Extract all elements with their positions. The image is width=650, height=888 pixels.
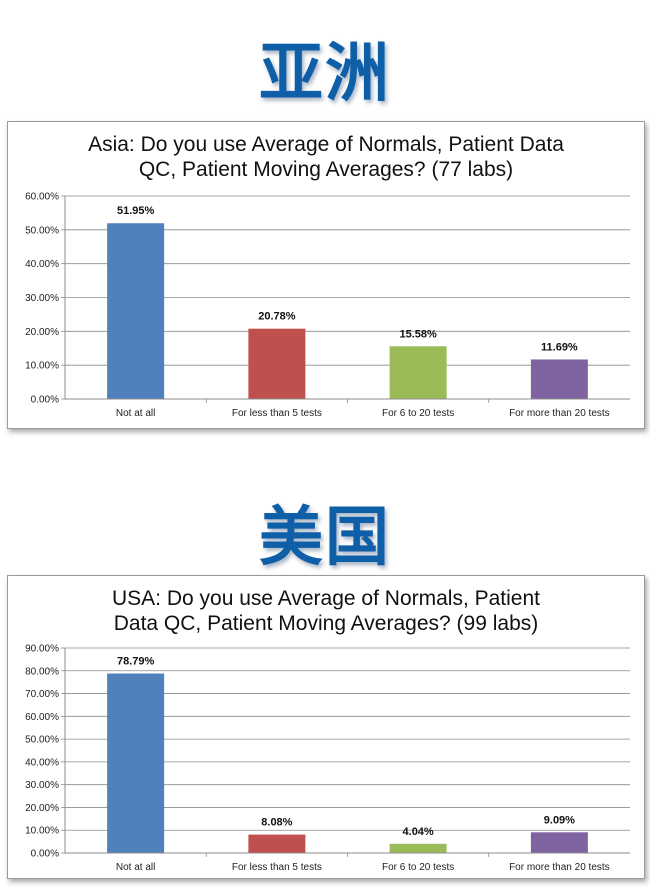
bar: [248, 834, 306, 853]
y-tick-label: 0.00%: [31, 395, 59, 406]
chart-title-line: Asia: Do you use Average of Normals, Pat…: [88, 133, 564, 156]
y-tick-label: 60.00%: [25, 712, 59, 723]
y-tick-label: 40.00%: [25, 757, 59, 768]
y-tick-label: 70.00%: [25, 689, 59, 700]
data-label: 20.78%: [258, 311, 296, 323]
region-heading-usa: 美国: [259, 501, 391, 575]
bar: [530, 359, 588, 399]
y-tick-label: 50.00%: [25, 225, 59, 236]
data-label: 15.58%: [399, 328, 437, 340]
chart-panel-asia: Asia: Do you use Average of Normals, Pat…: [7, 121, 645, 429]
bar: [248, 328, 306, 399]
bar: [107, 223, 165, 399]
category-label: For less than 5 tests: [232, 862, 322, 873]
y-tick-label: 60.00%: [25, 192, 59, 203]
category-label: For more than 20 tests: [509, 408, 610, 419]
y-tick-label: 30.00%: [25, 293, 59, 304]
bar-chart-asia: 0.00% 10.00% 20.00% 30.00% 40.00% 50.00% 60.00…: [25, 192, 630, 419]
y-tick-label: 50.00%: [25, 735, 59, 746]
data-label: 8.08%: [261, 817, 292, 829]
data-label: 11.69%: [541, 341, 578, 353]
chart-title-line: Data QC, Patient Moving Averages? (99 la…: [113, 612, 539, 635]
data-label: 51.95%: [117, 205, 155, 217]
chart-title-usa: USA: Do you use Average of Normals, Pati…: [48, 586, 604, 636]
y-tick-label: 10.00%: [25, 826, 59, 837]
chart-title-line: USA: Do you use Average of Normals, Pati…: [112, 587, 540, 610]
data-label: 78.79%: [117, 656, 155, 668]
bar: [389, 843, 447, 853]
chart-title-line: QC, Patient Moving Averages? (77 labs): [138, 158, 514, 181]
category-label: For more than 20 tests: [509, 862, 610, 873]
bar: [107, 673, 165, 853]
y-tick-label: 20.00%: [25, 327, 59, 338]
region-heading-asia: 亚洲: [259, 37, 391, 111]
bar: [389, 346, 447, 399]
category-label: Not at all: [116, 862, 155, 873]
y-tick-label: 30.00%: [25, 780, 59, 791]
y-tick-label: 20.00%: [25, 803, 59, 814]
category-label: For 6 to 20 tests: [382, 862, 454, 873]
data-label: 4.04%: [403, 826, 434, 838]
y-tick-label: 90.00%: [25, 644, 59, 655]
y-tick-label: 80.00%: [25, 666, 59, 677]
y-tick-label: 10.00%: [25, 361, 59, 372]
y-tick-label: 40.00%: [25, 259, 59, 270]
y-tick-label: 0.00%: [31, 849, 59, 860]
chart-panel-usa: USA: Do you use Average of Normals, Pati…: [7, 575, 645, 879]
bar-chart-usa: 0.00% 10.00% 20.00% 30.00% 40.00% 50.00% 60.00…: [25, 644, 630, 873]
data-label: 9.09%: [544, 814, 575, 826]
category-label: For 6 to 20 tests: [382, 408, 454, 419]
category-label: For less than 5 tests: [232, 408, 322, 419]
bar: [530, 832, 588, 853]
category-label: Not at all: [116, 408, 155, 419]
chart-title-asia: Asia: Do you use Average of Normals, Pat…: [48, 132, 604, 182]
